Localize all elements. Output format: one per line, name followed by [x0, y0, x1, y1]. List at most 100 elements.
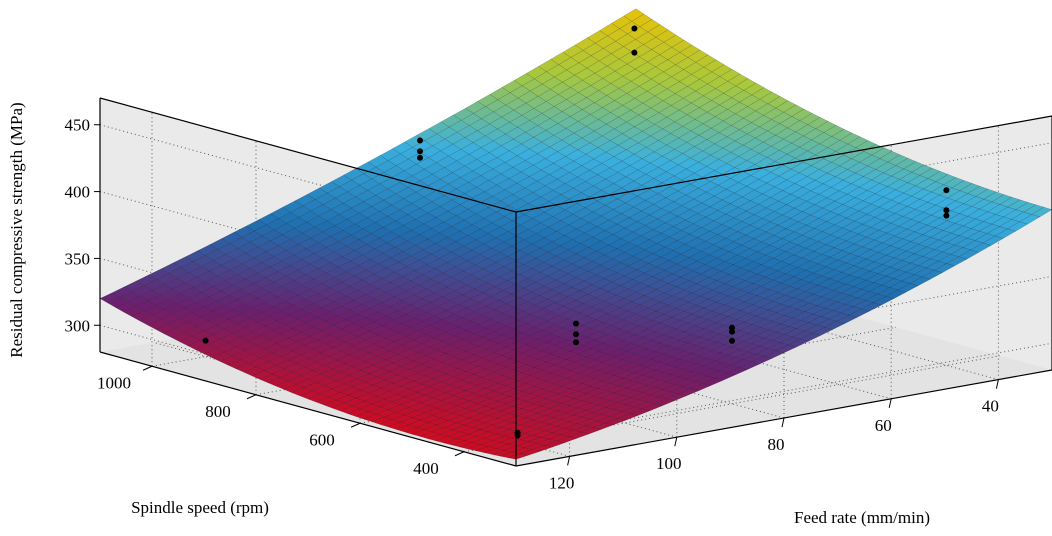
- surface-patch: [219, 355, 241, 366]
- observed-point: [573, 339, 579, 346]
- surface-patch: [589, 362, 612, 371]
- surface-patch: [147, 294, 170, 306]
- surface-patch: [620, 231, 642, 243]
- surface-patch: [732, 280, 754, 291]
- surface-patch: [623, 269, 646, 280]
- surface-patch: [427, 400, 450, 409]
- surface-patch: [332, 341, 354, 352]
- surface-patch: [119, 291, 141, 303]
- x-tick-mark: [567, 456, 571, 466]
- surface-patch: [269, 260, 291, 272]
- surface-patch: [798, 139, 821, 152]
- z-tick-label: 350: [65, 249, 91, 268]
- surface-patch: [188, 291, 210, 303]
- surface-patch: [482, 309, 504, 320]
- surface-patch: [760, 257, 783, 269]
- surface-patch: [918, 191, 941, 203]
- surface-patch: [311, 385, 334, 395]
- surface-patch: [418, 253, 440, 265]
- surface-patch: [283, 384, 305, 393]
- surface-patch: [573, 356, 596, 366]
- surface-patch: [432, 392, 454, 401]
- surface-patch: [303, 361, 326, 371]
- surface-patch: [702, 377, 724, 386]
- surface-patch: [395, 424, 417, 433]
- surface-patch: [483, 448, 506, 455]
- surface-patch: [315, 377, 338, 387]
- surface-patch: [389, 300, 411, 311]
- surface-patch: [521, 347, 544, 357]
- surface-patch: [301, 253, 323, 265]
- surface-patch: [615, 265, 638, 277]
- surface-patch: [909, 276, 931, 287]
- surface-patch: [553, 359, 576, 369]
- surface-patch: [933, 263, 956, 273]
- surface-patch: [921, 270, 944, 280]
- surface-patch: [410, 249, 432, 261]
- surface-patch: [934, 197, 957, 209]
- surface-patch: [507, 453, 530, 460]
- surface-patch: [621, 372, 644, 381]
- surface-patch: [522, 304, 544, 315]
- observed-point: [202, 337, 209, 344]
- surface-patch: [426, 258, 448, 269]
- surface-patch: [417, 302, 440, 313]
- y-tick-mark: [246, 394, 257, 400]
- surface-patch: [652, 246, 674, 258]
- surface-patch: [543, 231, 566, 243]
- surface-patch: [735, 332, 757, 342]
- x-axis-title: Feed rate (mm/min): [794, 508, 930, 527]
- surface-patch: [562, 44, 584, 58]
- surface-patch: [252, 302, 274, 313]
- surface-patch: [568, 431, 590, 439]
- surface-patch: [637, 394, 660, 403]
- surface-patch: [281, 254, 303, 266]
- surface-patch: [371, 416, 393, 425]
- surface-patch: [522, 281, 545, 293]
- surface-patch: [220, 258, 243, 271]
- response-surface: [99, 8, 1052, 460]
- surface-patch: [598, 325, 621, 335]
- surface-patch: [794, 176, 816, 188]
- observed-point: [417, 137, 423, 144]
- surface-patch: [834, 193, 856, 205]
- surface-patch: [1006, 221, 1029, 232]
- surface-patch: [438, 251, 461, 263]
- surface-patch: [858, 203, 880, 215]
- surface-patch: [578, 328, 600, 338]
- surface-patch: [662, 366, 684, 375]
- surface-patch: [475, 446, 498, 453]
- surface-patch: [897, 283, 919, 293]
- surface-patch: [240, 308, 262, 319]
- surface-patch: [599, 23, 621, 37]
- surface-patch: [552, 412, 575, 421]
- surface-patch: [454, 284, 476, 295]
- surface-patch: [962, 240, 984, 251]
- surface-patch: [680, 223, 703, 235]
- surface-patch: [363, 414, 385, 423]
- surface-patch: [443, 438, 466, 446]
- surface-patch: [678, 371, 700, 380]
- observed-point: [729, 337, 735, 344]
- x-tick-label: 80: [768, 435, 785, 454]
- surface-patch: [276, 290, 299, 302]
- surface-patch: [518, 314, 540, 324]
- surface-patch: [514, 323, 536, 333]
- surface-patch: [217, 243, 239, 255]
- surface-patch: [519, 449, 542, 456]
- surface-patch: [275, 380, 297, 390]
- observed-point: [943, 212, 950, 219]
- surface-patch: [195, 320, 218, 332]
- surface-patch: [348, 349, 370, 359]
- surface-patch: [244, 297, 266, 309]
- surface-patch: [629, 392, 652, 401]
- z-tick-label: 300: [65, 316, 91, 335]
- gridline-z-right: [515, 342, 1052, 440]
- surface-patch: [179, 312, 202, 323]
- surface-patch: [460, 393, 483, 402]
- surface-patch: [994, 228, 1017, 239]
- surface-patch: [467, 444, 490, 452]
- surface-patch: [537, 146, 559, 159]
- y-tick-label: 800: [205, 402, 231, 421]
- surface-patch: [802, 179, 824, 192]
